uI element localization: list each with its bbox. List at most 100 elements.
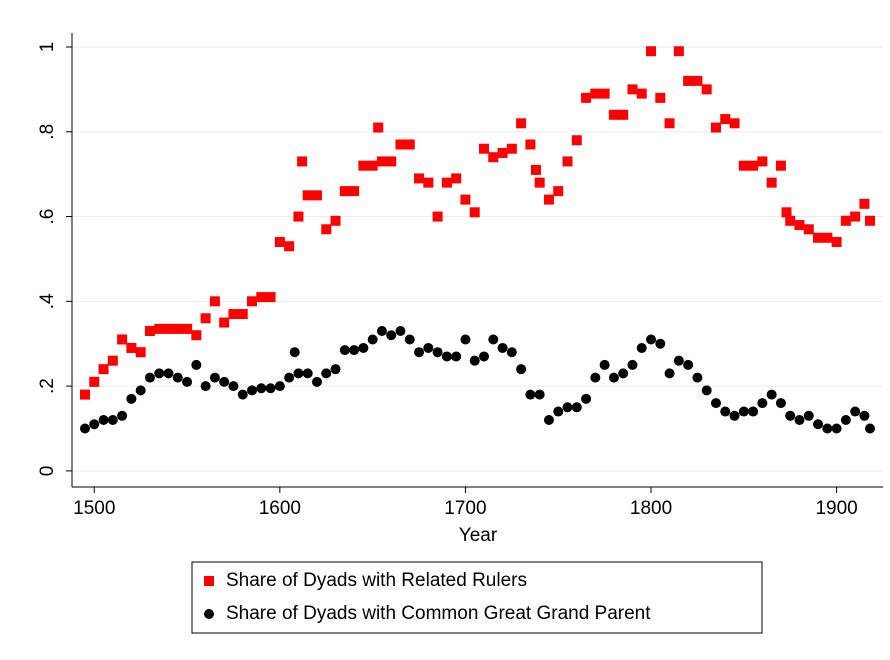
y-tick-label: .2 <box>37 378 58 394</box>
point <box>525 139 536 150</box>
point <box>311 376 322 387</box>
point <box>321 368 332 379</box>
point <box>710 122 721 133</box>
point <box>89 376 100 387</box>
point <box>386 156 397 167</box>
point <box>247 296 258 307</box>
point <box>302 190 313 201</box>
point <box>395 139 406 150</box>
point <box>182 376 193 387</box>
point <box>720 114 731 125</box>
point <box>497 147 508 158</box>
point <box>293 368 304 379</box>
point <box>367 334 378 345</box>
point <box>79 423 90 434</box>
point <box>172 323 183 334</box>
point <box>516 364 527 375</box>
point <box>274 381 285 392</box>
point <box>339 345 350 356</box>
point <box>349 345 360 356</box>
y-tick-label: 0 <box>37 466 58 477</box>
point <box>302 368 313 379</box>
point <box>516 118 527 129</box>
point <box>590 88 601 99</box>
point <box>135 385 146 396</box>
point <box>581 92 592 103</box>
point <box>748 406 759 417</box>
point <box>813 232 824 243</box>
point <box>775 160 786 171</box>
point <box>107 415 118 426</box>
y-tick-label: .4 <box>37 293 58 309</box>
point <box>534 389 545 400</box>
point <box>191 359 202 370</box>
point <box>144 372 155 383</box>
point <box>571 402 582 413</box>
point <box>757 398 768 409</box>
point <box>293 211 304 222</box>
point <box>117 334 128 345</box>
y-tick-label: 1 <box>37 42 58 53</box>
point <box>627 84 638 95</box>
point <box>395 326 406 337</box>
point <box>831 423 842 434</box>
point <box>865 215 876 226</box>
point <box>850 406 861 417</box>
point <box>766 389 777 400</box>
point <box>673 46 684 57</box>
point <box>367 160 378 171</box>
point <box>590 372 601 383</box>
point <box>423 177 434 188</box>
point <box>785 215 796 226</box>
x-tick-label: 1700 <box>444 498 486 519</box>
point <box>646 46 657 57</box>
point <box>432 347 443 358</box>
legend-label: Share of Dyads with Related Rulers <box>226 570 527 591</box>
point <box>701 84 712 95</box>
point <box>237 309 248 320</box>
point <box>432 211 443 222</box>
point <box>339 186 350 197</box>
point <box>404 139 415 150</box>
point <box>775 398 786 409</box>
point <box>766 177 777 188</box>
point <box>98 415 109 426</box>
point <box>646 334 657 345</box>
point <box>284 372 295 383</box>
point <box>562 156 573 167</box>
point <box>813 419 824 430</box>
point <box>460 334 471 345</box>
point <box>865 423 876 434</box>
point <box>163 323 174 334</box>
point <box>376 156 387 167</box>
point <box>720 406 731 417</box>
point <box>107 355 118 366</box>
point <box>358 160 369 171</box>
point <box>330 364 341 375</box>
point <box>543 194 554 205</box>
point <box>386 330 397 341</box>
point <box>581 393 592 404</box>
point <box>376 326 387 337</box>
point <box>209 372 220 383</box>
point <box>803 410 814 421</box>
point <box>154 323 165 334</box>
point <box>859 410 870 421</box>
point <box>172 372 183 383</box>
point <box>478 351 489 362</box>
point <box>840 415 851 426</box>
point <box>608 109 619 120</box>
point <box>98 364 109 375</box>
point <box>297 156 308 167</box>
point <box>506 143 517 154</box>
point <box>209 296 220 307</box>
point <box>831 236 842 247</box>
point <box>701 385 712 396</box>
point <box>543 415 554 426</box>
point <box>191 330 202 341</box>
point <box>683 75 694 86</box>
point <box>469 355 480 366</box>
point <box>373 122 384 133</box>
point <box>265 292 276 303</box>
